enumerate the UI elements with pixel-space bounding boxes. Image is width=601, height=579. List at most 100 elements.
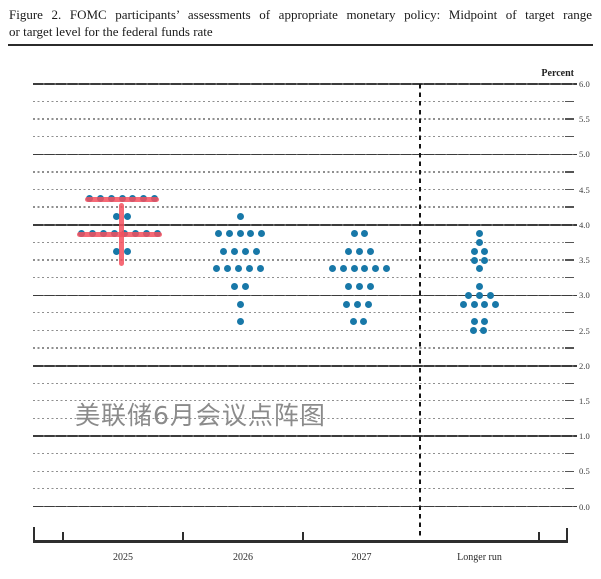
gridline-dotted — [33, 118, 574, 120]
projection-dot — [486, 291, 494, 299]
gridline-end-dash — [565, 417, 574, 420]
projection-dot — [492, 300, 500, 308]
projection-dot — [220, 247, 228, 255]
gridline-end-dash — [565, 347, 574, 349]
projection-dot — [476, 265, 483, 273]
x-category-label: 2027 — [351, 552, 372, 563]
projection-dot — [224, 265, 232, 273]
gridline-end-dash — [565, 259, 574, 261]
projection-dot — [113, 247, 121, 255]
projection-dot — [470, 256, 478, 264]
projection-dot — [465, 291, 473, 299]
projection-dot — [476, 291, 483, 299]
projection-dot — [459, 300, 467, 308]
y-tick-label: 3.5 — [579, 255, 590, 266]
gridline-dotted — [33, 417, 574, 420]
gridline-end-dash — [565, 206, 574, 208]
gridline-end-dash — [565, 400, 574, 402]
y-tick-label: 1.5 — [579, 395, 590, 406]
gridline-dotted — [33, 312, 574, 314]
projection-dot — [470, 318, 478, 326]
gridline-dotted — [33, 329, 574, 331]
projection-dot — [481, 256, 489, 264]
figure-title: Figure 2. FOMC participants’ assessments… — [9, 6, 592, 40]
gridline-solid — [33, 364, 577, 367]
projection-dot — [258, 230, 266, 238]
projection-dot — [481, 247, 489, 255]
gridline-solid — [33, 83, 577, 85]
gridline-end-dash — [565, 171, 574, 173]
axis-tick — [538, 532, 540, 541]
projection-dot — [245, 265, 253, 273]
y-tick-label: 6.0 — [579, 79, 590, 89]
projection-dot — [470, 247, 478, 255]
y-tick-label: 5.0 — [579, 149, 590, 160]
x-category-label: 2026 — [233, 552, 253, 563]
projection-dot — [366, 282, 374, 290]
projection-dot — [123, 212, 131, 220]
projection-dot — [236, 300, 244, 308]
projection-dot — [366, 247, 374, 255]
projection-dot — [356, 282, 363, 290]
projection-dot — [345, 282, 353, 290]
gridline-end-dash — [565, 188, 574, 191]
gridline-dotted — [33, 382, 574, 384]
gridline-dotted — [33, 347, 574, 349]
projection-dot — [328, 265, 336, 273]
gridline-dotted — [33, 171, 574, 173]
projection-dot — [345, 247, 353, 255]
red-vertical-annotation — [118, 203, 124, 267]
y-tick-label: 5.5 — [579, 114, 590, 125]
projection-dot — [476, 230, 483, 238]
gridline-dotted — [33, 241, 574, 243]
figure-title-line2: or target level for the federal funds ra… — [9, 24, 213, 39]
gridline-end-dash — [565, 241, 574, 243]
gridline-end-dash — [565, 452, 574, 455]
gridline-dotted — [33, 400, 574, 402]
projection-dot — [231, 247, 239, 255]
gridline-end-dash — [565, 136, 574, 138]
x-category-label: 2025 — [113, 552, 133, 563]
title-rule — [8, 44, 593, 47]
projection-dot — [354, 300, 361, 308]
y-tick-label: 0.5 — [579, 466, 590, 477]
projection-dot — [372, 265, 380, 273]
projection-dot — [113, 212, 121, 220]
projection-dot — [241, 247, 249, 255]
gridline-dotted — [33, 488, 574, 490]
axis-tick — [182, 532, 184, 541]
gridline-dotted — [33, 136, 574, 138]
gridline-dotted — [33, 470, 574, 472]
gridline-dotted — [33, 188, 574, 191]
x-category-label: Longer run — [457, 552, 502, 563]
y-tick-label: 0.0 — [579, 501, 590, 512]
axis-tick — [302, 532, 304, 541]
axis-end-cap-right — [566, 528, 569, 541]
projection-dot — [361, 265, 369, 273]
projection-dot — [364, 300, 372, 308]
gridline-end-dash — [565, 470, 574, 472]
gridline-end-dash — [565, 382, 574, 384]
y-axis-unit-label: Percent — [541, 68, 574, 79]
axis-end-cap-left — [32, 527, 35, 541]
projection-dot — [241, 282, 249, 290]
gridline-end-dash — [565, 488, 574, 490]
projection-dot — [383, 265, 391, 273]
y-tick-label: 1.0 — [579, 431, 590, 442]
projection-dot — [476, 282, 483, 290]
projection-dot — [339, 265, 347, 273]
projection-dot — [356, 247, 363, 255]
projection-dot — [123, 247, 131, 255]
gridline-solid — [33, 153, 577, 156]
longer-run-separator-dashed-line — [418, 84, 421, 541]
gridline-solid — [33, 294, 577, 297]
gridline-dotted — [33, 100, 574, 103]
projection-dot — [213, 265, 221, 273]
projection-dot — [476, 238, 483, 246]
projection-dot — [236, 212, 244, 220]
red-strike-annotation — [84, 196, 160, 202]
projection-dot — [256, 265, 264, 273]
y-tick-label: 3.0 — [579, 290, 590, 301]
projection-dot — [247, 230, 255, 238]
